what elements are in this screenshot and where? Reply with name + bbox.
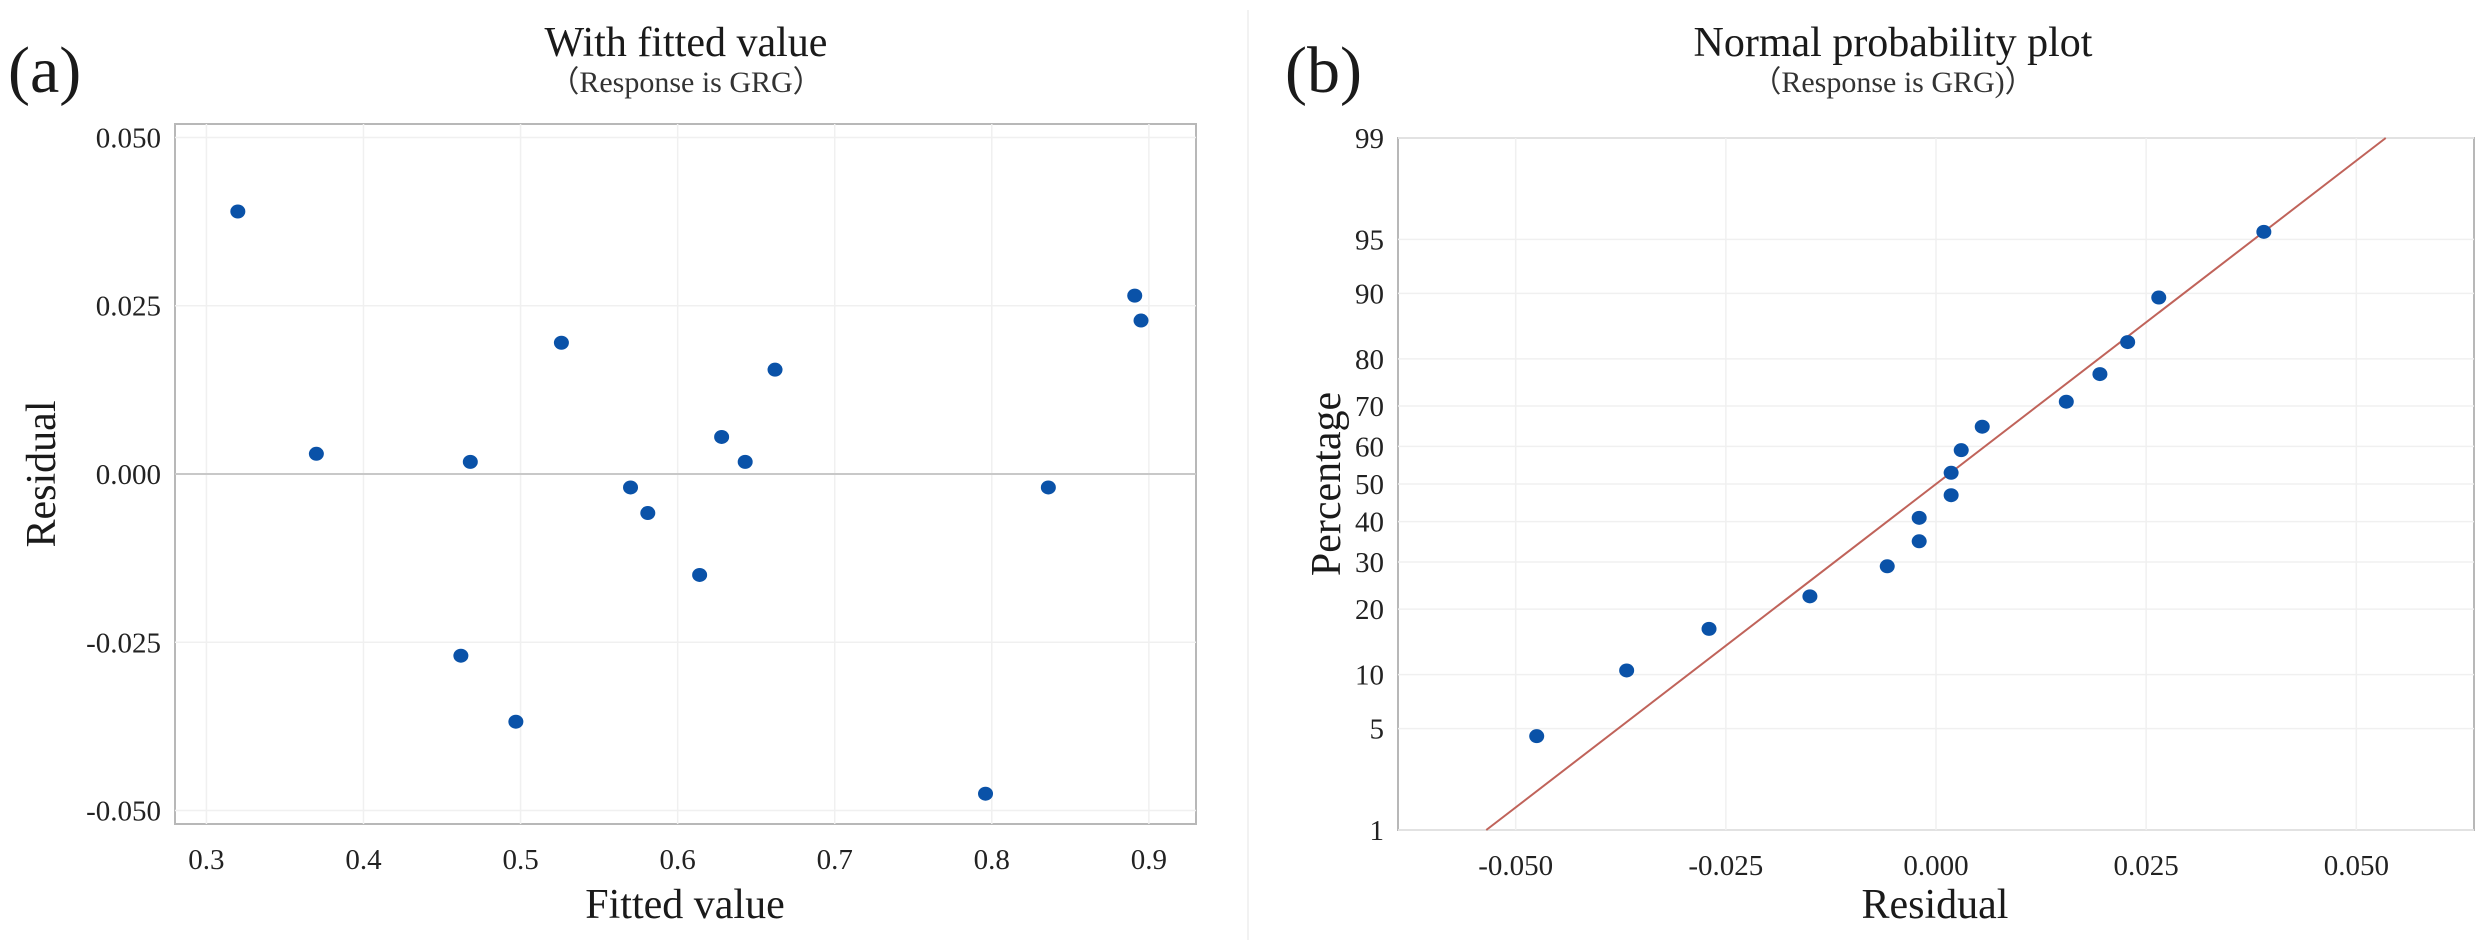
data-point xyxy=(553,335,569,350)
panel-a-points xyxy=(230,204,1149,801)
data-point xyxy=(2256,224,2272,239)
panel-a-x-axis-label: Fitted value xyxy=(585,882,784,928)
data-point xyxy=(1879,559,1895,574)
data-point xyxy=(462,454,478,469)
panel-b-points xyxy=(1529,224,2272,744)
y-tick-label: 90 xyxy=(1355,278,1384,310)
x-tick-label: 0.000 xyxy=(1903,850,1968,882)
data-point xyxy=(230,204,246,219)
y-tick-label: 95 xyxy=(1355,224,1384,256)
panel-a-y-tick-labels: -0.050 -0.025 0.000 0.025 0.050 xyxy=(86,122,161,827)
data-point xyxy=(1911,510,1927,525)
y-tick-label: 0.025 xyxy=(96,291,161,323)
data-point xyxy=(767,362,783,377)
y-tick-label: 30 xyxy=(1355,547,1384,579)
panel-b-x-axis-label: Residual xyxy=(1862,882,2009,928)
x-tick-label: 0.5 xyxy=(502,844,538,876)
data-point xyxy=(1701,621,1717,636)
x-tick-label: -0.050 xyxy=(1478,850,1553,882)
panel-b-gridlines xyxy=(1398,137,2474,831)
panel-a-gridlines xyxy=(175,124,1196,824)
panel-a-x-tick-labels: 0.3 0.4 0.5 0.6 0.7 0.8 0.9 xyxy=(188,844,1167,876)
data-point xyxy=(1127,288,1143,303)
data-point xyxy=(1619,663,1635,678)
y-tick-label: -0.025 xyxy=(86,627,161,659)
panel-a-title: With fitted value xyxy=(545,20,828,66)
x-tick-label: 0.4 xyxy=(345,844,382,876)
data-point xyxy=(640,506,656,521)
panel-b-fit-line-group xyxy=(1485,137,2387,831)
y-tick-label: 10 xyxy=(1355,660,1384,692)
y-tick-label: 20 xyxy=(1355,594,1384,626)
panel-b-y-tick-labels: 1 5 10 20 30 40 50 60 70 80 90 95 99 xyxy=(1355,123,1384,847)
x-tick-label: 0.025 xyxy=(2114,850,2179,882)
y-tick-label: 99 xyxy=(1355,123,1384,155)
y-tick-label: 60 xyxy=(1355,431,1384,463)
panel-a-y-axis-label: Residual xyxy=(19,401,65,548)
y-tick-label: 40 xyxy=(1355,507,1384,539)
x-tick-label: 0.6 xyxy=(660,844,696,876)
x-tick-label: 0.7 xyxy=(817,844,853,876)
y-tick-label: 0.000 xyxy=(96,459,161,491)
data-point xyxy=(1529,729,1545,744)
data-point xyxy=(508,714,524,729)
normal-fit-line xyxy=(1485,137,2387,831)
y-tick-label: 80 xyxy=(1355,344,1384,376)
data-point xyxy=(1040,480,1056,495)
x-tick-label: 0.9 xyxy=(1131,844,1167,876)
panel-b-subtitle: （Response is GRG)） xyxy=(1751,66,2034,99)
data-point xyxy=(453,648,469,663)
panel-b-normal-probability: (b) Normal probability plot （Response is… xyxy=(1285,20,2475,928)
x-tick-label: 0.3 xyxy=(188,844,224,876)
data-point xyxy=(714,429,730,444)
data-point xyxy=(2058,394,2074,409)
data-point xyxy=(978,786,994,801)
data-point xyxy=(623,480,639,495)
panel-a-label: (a) xyxy=(8,34,81,107)
data-point xyxy=(1953,443,1969,458)
panel-b-label: (b) xyxy=(1285,34,1362,107)
x-tick-label: 0.050 xyxy=(2324,850,2389,882)
data-point xyxy=(1133,313,1149,328)
y-tick-label: 1 xyxy=(1370,815,1385,847)
panel-a-subtitle: （Response is GRG） xyxy=(549,66,822,99)
x-tick-label: -0.025 xyxy=(1688,850,1763,882)
data-point xyxy=(2120,335,2136,350)
y-tick-label: 0.050 xyxy=(96,122,161,154)
data-point xyxy=(737,454,753,469)
x-tick-label: 0.8 xyxy=(974,844,1010,876)
y-tick-label: 5 xyxy=(1370,714,1385,746)
data-point xyxy=(692,567,708,582)
data-point xyxy=(1943,465,1959,480)
y-tick-label: 50 xyxy=(1355,469,1384,501)
data-point xyxy=(308,446,324,461)
data-point xyxy=(2151,290,2167,305)
y-tick-label: -0.050 xyxy=(86,796,161,828)
data-point xyxy=(1802,589,1818,604)
panel-a-residual-vs-fitted: (a) With fitted value （Response is GRG） … xyxy=(8,20,1197,928)
panel-b-title: Normal probability plot xyxy=(1694,20,2093,66)
data-point xyxy=(1974,419,1990,434)
panel-b-x-tick-labels: -0.050 -0.025 0.000 0.025 0.050 xyxy=(1478,850,2389,882)
y-tick-label: 70 xyxy=(1355,391,1384,423)
panel-b-y-axis-label: Percentage xyxy=(1304,392,1350,576)
data-point xyxy=(1943,488,1959,503)
data-point xyxy=(2092,367,2108,382)
data-point xyxy=(1911,534,1927,549)
